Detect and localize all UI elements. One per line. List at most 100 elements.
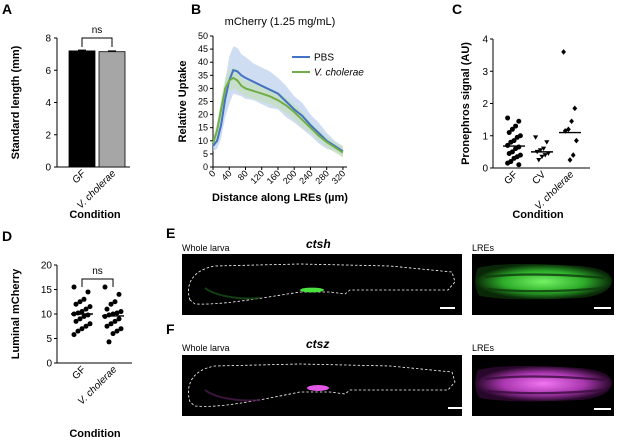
data-point <box>514 134 520 140</box>
y-tick-label: 10 <box>41 310 53 321</box>
y-tick-label: 25 <box>198 97 208 107</box>
data-point <box>118 326 124 332</box>
data-point <box>77 299 83 305</box>
data-point <box>102 284 108 290</box>
panel-f-images: Whole larva ctsz LREs <box>182 337 614 416</box>
x-tick-label: 240 <box>297 168 315 186</box>
data-point <box>118 309 124 315</box>
data-point <box>83 306 89 312</box>
data-point <box>104 306 110 312</box>
x-tick-label: GF <box>503 169 521 187</box>
x-tick-label: GF <box>71 364 89 382</box>
data-point <box>106 339 112 345</box>
x-tick-label: 120 <box>248 168 266 186</box>
data-point <box>544 140 550 145</box>
data-point <box>81 313 87 319</box>
x-axis-label: Condition <box>512 209 564 221</box>
lre-tissue-ctsz <box>475 366 612 402</box>
y-tick-label: 30 <box>198 83 208 93</box>
panel-letter-c: C <box>452 1 462 17</box>
data-point <box>537 148 543 153</box>
data-point <box>116 291 122 297</box>
data-point <box>516 118 522 124</box>
data-point <box>506 150 512 156</box>
y-tick-label: 4 <box>45 98 51 109</box>
series-line <box>212 76 344 154</box>
x-tick-label: CV <box>531 169 549 187</box>
panel-letter-b: B <box>191 1 201 17</box>
data-point <box>83 323 89 329</box>
y-tick-label: 45 <box>198 44 208 54</box>
gene-label-ctsz: ctsz <box>306 337 329 351</box>
panel-letter-a: A <box>2 1 12 17</box>
whole-larva-label-f: Whole larva <box>182 343 230 353</box>
scale-bar-closeup-ctsh <box>594 307 611 309</box>
data-point <box>513 123 519 129</box>
data-point <box>85 289 91 295</box>
y-axis-label: Standard length (mm) <box>10 45 22 159</box>
panel-letter-e: E <box>166 225 175 241</box>
legend-label: V. cholerae <box>314 68 364 79</box>
data-point <box>561 49 566 55</box>
data-point <box>110 331 116 337</box>
data-point <box>511 155 517 161</box>
yolk-glow-ctsh <box>204 287 261 300</box>
data-point <box>104 323 110 329</box>
y-tick-label: 20 <box>41 261 53 272</box>
y-axis-label: Relative Uptake <box>177 61 189 143</box>
larva-outline-ctsz <box>188 363 456 407</box>
data-point <box>505 160 511 166</box>
gene-label-ctsh: ctsh <box>306 237 331 251</box>
data-point <box>79 309 85 315</box>
data-point <box>572 105 578 112</box>
data-point <box>570 152 576 158</box>
data-point <box>567 157 573 163</box>
data-point <box>108 321 114 327</box>
significance-label: ns <box>92 266 103 277</box>
data-point <box>505 115 511 121</box>
x-axis-label: Condition <box>69 428 121 440</box>
x-tick-label: 200 <box>281 168 299 186</box>
y-tick-label: 35 <box>198 70 208 80</box>
y-tick-label: 8 <box>45 34 51 45</box>
lres-label-f: LREs <box>472 343 495 353</box>
x-tick-label: 40 <box>220 168 234 182</box>
scale-bar-whole-ctsz <box>448 407 463 409</box>
lre-signal-ctsh <box>300 287 324 293</box>
x-axis-label: Condition <box>69 209 121 221</box>
data-point <box>108 301 114 307</box>
panel-e-images: Whole larva ctsh LREs <box>182 237 614 315</box>
lre-lumen-ctsh <box>484 273 606 293</box>
larva-outline-ctsh <box>188 263 456 305</box>
y-axis-label: Luminal mCherry <box>10 268 22 359</box>
x-tick-label: 0 <box>207 168 218 179</box>
data-point <box>536 157 542 163</box>
y-tick-label: 0 <box>46 359 52 370</box>
x-tick-label: GF <box>71 168 89 186</box>
y-tick-label: 1 <box>482 131 488 142</box>
data-point <box>71 284 77 290</box>
data-point <box>73 301 79 307</box>
whole-larva-image-ctsh <box>182 254 462 315</box>
data-point <box>114 328 120 334</box>
yolk-glow-ctsz <box>204 389 261 402</box>
data-point <box>545 151 551 156</box>
lre-lumen-ctsz <box>484 375 606 395</box>
y-tick-label: 40 <box>198 57 208 67</box>
data-point <box>81 296 87 302</box>
data-point <box>542 153 548 158</box>
y-tick-label: 2 <box>482 99 488 110</box>
data-point <box>541 146 547 152</box>
data-point <box>77 316 83 322</box>
y-tick-label: 0 <box>482 164 488 175</box>
panel-letter-f: F <box>166 321 175 337</box>
x-tick-label: 320 <box>330 168 348 186</box>
panel-letter-d: D <box>2 228 12 244</box>
y-tick-label: 0 <box>45 163 51 174</box>
y-tick-label: 5 <box>203 149 208 159</box>
data-point <box>516 162 522 168</box>
